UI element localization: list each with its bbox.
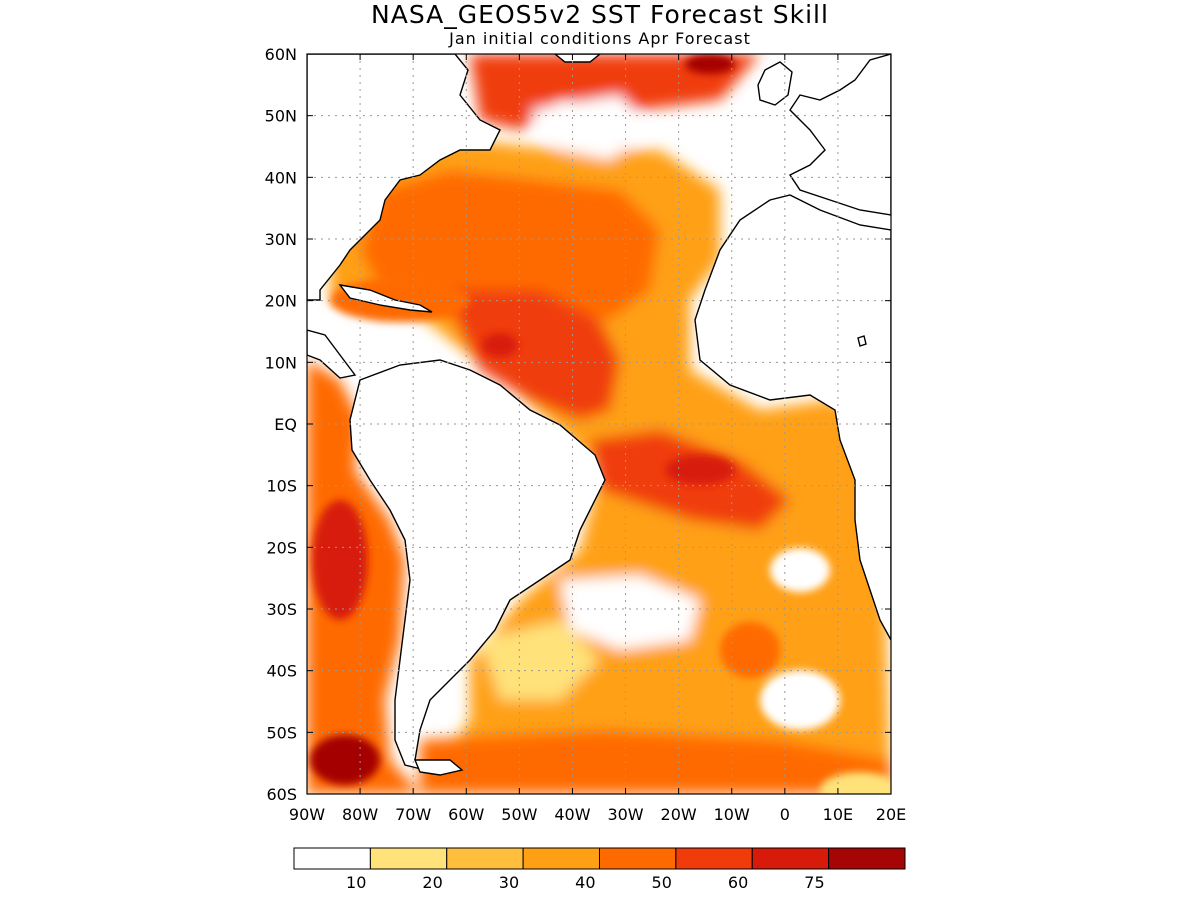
lon-tick-label: 20W <box>661 805 697 824</box>
colorbar-bin <box>522 847 600 870</box>
tierra-del-fuego <box>413 759 464 776</box>
europe <box>788 54 891 216</box>
skill-peak-southwest <box>310 735 380 785</box>
south-america <box>349 359 606 772</box>
lat-tick-label: 50S <box>266 723 297 742</box>
lon-tick-label: 30W <box>607 805 643 824</box>
greenland <box>553 54 602 63</box>
skill-peak-north <box>685 54 735 74</box>
lon-tick-label: 0 <box>780 805 790 824</box>
skill-mid-southeast <box>720 622 780 678</box>
lon-tick-label: 50W <box>501 805 537 824</box>
grid-lines <box>307 54 891 794</box>
british-isles <box>757 61 793 106</box>
lat-tick-label: 20N <box>265 292 297 311</box>
lat-tick-label: 10S <box>266 477 297 496</box>
colorbar-bin <box>446 847 524 870</box>
lat-tick-label: 30N <box>265 230 297 249</box>
lat-tick-label: 20S <box>266 538 297 557</box>
colorbar-label: 30 <box>499 873 519 892</box>
lon-tick-label: 40W <box>554 805 590 824</box>
skill-region-pale-south <box>480 620 600 700</box>
colorbar-bin <box>828 847 906 870</box>
map-subtitle: Jan initial conditions Apr Forecast <box>448 29 751 48</box>
colorbar: 10 20 30 40 50 60 75 <box>293 847 906 892</box>
colorbar-bin <box>293 847 371 870</box>
lat-tick-label: 40S <box>266 662 297 681</box>
colorbar-bin <box>751 847 830 870</box>
lat-tick-label: 10N <box>265 353 297 372</box>
skill-low-southeast <box>760 670 840 730</box>
colorbar-label: 75 <box>804 873 824 892</box>
skill-pale-southeast <box>820 772 891 794</box>
latitude-axis: 60N 50N 40N 30N 20N 10N EQ 10S 20S 30S 40S 50S 60S <box>265 45 891 804</box>
colorbar-label: 60 <box>728 873 748 892</box>
skill-peak-pacific <box>312 500 368 620</box>
lat-tick-label: 60S <box>266 785 297 804</box>
lon-tick-label: 10E <box>823 805 853 824</box>
bioko-island <box>857 335 867 347</box>
land-masses <box>307 54 891 776</box>
lat-tick-label: 30S <box>266 600 297 619</box>
skill-peak-southeq <box>665 455 735 485</box>
lon-tick-label: 70W <box>395 805 431 824</box>
map-title: NASA_GEOS5v2 SST Forecast Skill <box>371 0 829 29</box>
africa <box>694 194 891 641</box>
skill-region-low-north <box>530 95 650 160</box>
skill-region-southern <box>420 730 891 794</box>
colorbar-label: 50 <box>652 873 672 892</box>
colorbar-bin <box>369 847 448 870</box>
lon-tick-label: 80W <box>342 805 378 824</box>
lat-tick-label: EQ <box>274 415 297 434</box>
skill-peak-tropical <box>482 333 518 357</box>
skill-field <box>307 54 891 794</box>
colorbar-bin <box>599 847 677 870</box>
colorbar-label: 20 <box>422 873 442 892</box>
skill-region-low-south <box>560 575 700 650</box>
lat-tick-label: 50N <box>265 107 297 126</box>
skill-low-east <box>770 548 830 592</box>
north-america <box>307 54 501 301</box>
central-america <box>307 329 357 379</box>
longitude-axis: 90W 80W 70W 60W 50W 40W 30W 20W 10W 0 10E 20E <box>289 54 906 824</box>
colorbar-bin <box>675 847 753 870</box>
colorbar-label: 40 <box>575 873 595 892</box>
lon-tick-label: 90W <box>289 805 325 824</box>
lon-tick-label: 60W <box>448 805 484 824</box>
lat-tick-label: 60N <box>265 45 297 64</box>
colorbar-label: 10 <box>346 873 366 892</box>
map-panel <box>307 54 891 794</box>
skill-caribbean <box>330 278 470 322</box>
lon-tick-label: 20E <box>876 805 906 824</box>
lat-tick-label: 40N <box>265 168 297 187</box>
skill-region-trop-atl <box>450 290 620 420</box>
lon-tick-label: 10W <box>714 805 750 824</box>
